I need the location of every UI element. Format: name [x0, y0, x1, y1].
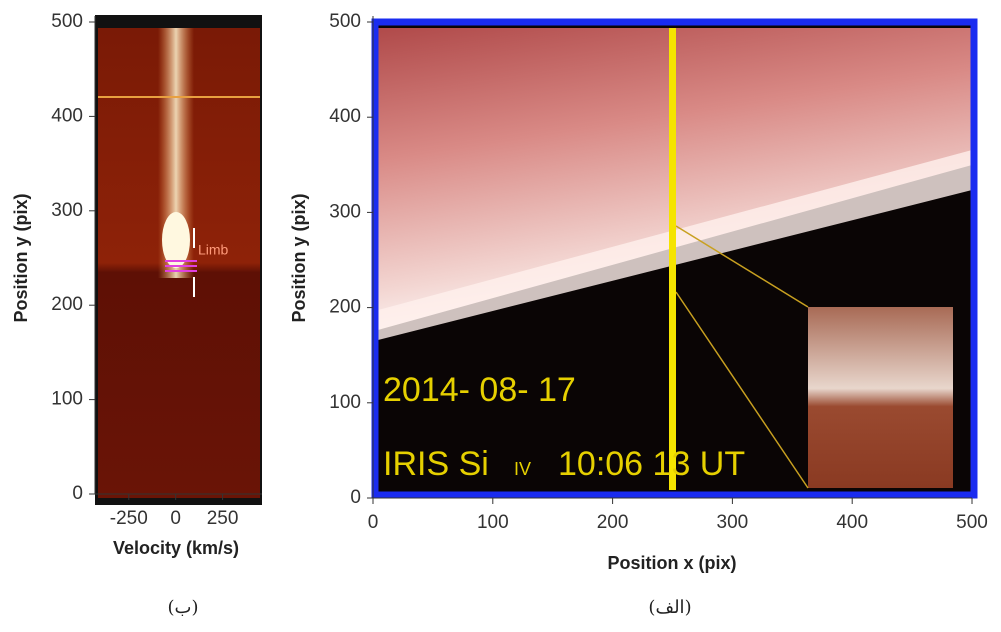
- x-tick-label: 0: [368, 512, 379, 533]
- y-axis-label: Position y (pix): [11, 193, 31, 322]
- x-tick-label: 500: [956, 512, 988, 533]
- annotation: IV: [514, 459, 531, 479]
- annotation: 10:06 13 UT: [558, 445, 745, 483]
- x-tick-label: 300: [717, 512, 749, 533]
- x-tick-label: 100: [477, 512, 509, 533]
- y-tick-label: 400: [329, 106, 361, 127]
- y-tick-label: 300: [329, 201, 361, 222]
- y-axis-label: Position y (pix): [289, 193, 309, 322]
- y-tick-label: 400: [51, 105, 83, 126]
- caption: (ب): [167, 597, 198, 618]
- x-tick-label: 250: [207, 508, 239, 529]
- y-tick-label: 200: [51, 294, 83, 315]
- y-tick-label: 100: [329, 392, 361, 413]
- y-tick-label: 200: [329, 297, 361, 318]
- y-tick-label: 300: [51, 200, 83, 221]
- annotation: Limb: [198, 242, 229, 258]
- x-tick-label: 200: [597, 512, 629, 533]
- x-axis-label: Position x (pix): [607, 553, 736, 573]
- caption: (الف): [648, 597, 691, 618]
- y-tick-label: 500: [51, 11, 83, 32]
- spectrum-image: [95, 15, 262, 505]
- x-tick-label: 400: [836, 512, 868, 533]
- x-tick-label: 0: [170, 508, 181, 529]
- y-tick-label: 500: [329, 11, 361, 32]
- y-tick-label: 0: [350, 487, 361, 508]
- y-tick-label: 0: [72, 483, 83, 504]
- y-tick-label: 100: [51, 389, 83, 410]
- annotation: 2014- 08- 17: [383, 371, 576, 409]
- x-tick-label: -250: [110, 508, 148, 529]
- annotation: IRIS Si: [383, 445, 489, 483]
- x-axis-label: Velocity (km/s): [113, 538, 239, 558]
